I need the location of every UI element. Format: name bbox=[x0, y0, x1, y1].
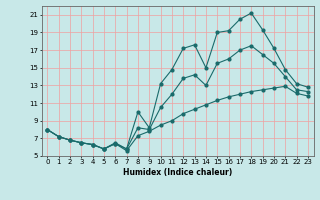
X-axis label: Humidex (Indice chaleur): Humidex (Indice chaleur) bbox=[123, 168, 232, 177]
